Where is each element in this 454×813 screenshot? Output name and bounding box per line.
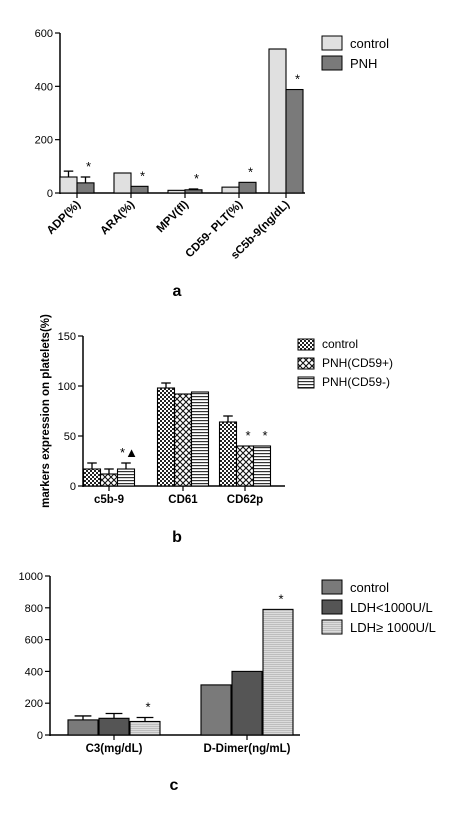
legend-swatch-pnh-cd59	[297, 376, 315, 389]
panel-label-b: b	[172, 529, 182, 546]
significance-marker: *	[262, 428, 267, 443]
y-tick-label: 1000	[19, 571, 43, 583]
bar-control-d-dimer-ng-ml	[200, 684, 232, 736]
legend-label-control: control	[322, 337, 358, 351]
y-tick-label: 400	[35, 81, 53, 93]
x-tick-label-cd62p: CD62p	[227, 494, 263, 506]
legend-swatch-ldh-1000u-l	[321, 599, 343, 615]
y-tick-label: 600	[35, 28, 53, 40]
y-tick-label: 100	[58, 381, 76, 393]
significance-marker: *	[248, 164, 253, 179]
legend-label-pnh: PNH	[350, 56, 377, 71]
bar-control-adp	[59, 176, 78, 194]
bar-ldh-1000u-l-d-dimer-ng-ml	[231, 670, 263, 736]
y-tick-label: 150	[58, 331, 76, 343]
legend-label-ldh-1000u-l: LDH≥ 1000U/L	[350, 620, 436, 635]
bar-pnh-sc5b-9-ng-dl	[285, 88, 304, 194]
y-tick-label: 0	[47, 188, 53, 200]
panel-label-c: c	[170, 777, 179, 794]
bar-pnh-adp	[76, 182, 95, 194]
y-tick-label: 0	[70, 481, 76, 493]
legend-label-control: control	[350, 36, 389, 51]
x-tick-label-cd61: CD61	[168, 494, 198, 506]
significance-marker: *▲	[120, 445, 138, 460]
bar-pnh-cd59-cd61	[190, 391, 210, 487]
bar-pnh-cd59-c5b-9	[99, 473, 119, 487]
y-tick-label: 200	[35, 135, 53, 147]
bar-control-sc5b-9-ng-dl	[268, 48, 287, 194]
bar-control-mpv-fl	[167, 189, 186, 194]
legend-label-control: control	[350, 580, 389, 595]
bar-ldh-1000u-l-c3-mg-dl	[98, 717, 130, 736]
x-tick-label-c3-mg-dl: C3(mg/dL)	[86, 743, 143, 755]
chart-c: 0 200 400 600 800 1000 C3(mg/dL) D-Dimer(ng/mL)…	[19, 571, 436, 794]
x-tick-label-mpv-fl: MPV(fl)	[155, 199, 192, 236]
significance-marker: *	[86, 159, 91, 174]
chart-b: 0 50 100 150 markers expression on platelets…	[40, 314, 393, 546]
significance-marker: *	[295, 72, 300, 87]
bar-control-cd62p	[218, 421, 238, 487]
y-tick-label: 200	[25, 698, 43, 710]
significance-marker: *	[194, 171, 199, 186]
legend-label-pnh-cd59: PNH(CD59-)	[322, 375, 390, 389]
y-axis-title: markers expression on platelets(%)	[40, 314, 52, 508]
x-tick-label-adp: ADP(%)	[45, 199, 83, 237]
y-tick-label: 0	[37, 730, 43, 742]
bar-pnh-cd59-cd62p	[235, 445, 255, 487]
bar-ldh-1000u-l-c3-mg-dl	[129, 720, 161, 736]
y-tick-label: 50	[64, 431, 76, 443]
bar-pnh-ara	[130, 185, 149, 194]
bar-control-cd61	[156, 387, 176, 487]
legend-label-ldh-1000u-l: LDH<1000U/L	[350, 600, 433, 615]
bar-control-ara	[113, 172, 132, 194]
legend-label-pnh-cd59: PNH(CD59+)	[322, 356, 393, 370]
legend-swatch-ldh-1000u-l	[321, 619, 343, 635]
legend-swatch-control	[321, 579, 343, 595]
legend-swatch-pnh	[321, 55, 343, 71]
legend-swatch-pnh-cd59	[297, 357, 315, 370]
bar-ldh-1000u-l-d-dimer-ng-ml	[262, 608, 294, 736]
bar-control-cd59-plt	[221, 186, 240, 194]
significance-marker: *	[278, 591, 283, 606]
bar-pnh-mpv-fl	[184, 189, 203, 194]
legend-swatch-control	[321, 35, 343, 51]
y-tick-label: 800	[25, 603, 43, 615]
x-tick-label-c5b-9: c5b-9	[94, 494, 124, 506]
bar-pnh-cd59-plt	[238, 181, 257, 194]
y-tick-label: 600	[25, 635, 43, 647]
significance-marker: *	[245, 428, 250, 443]
y-tick-label: 400	[25, 666, 43, 678]
bar-control-c3-mg-dl	[67, 719, 99, 736]
bar-pnh-cd59-cd62p	[252, 445, 272, 487]
panel-label-a: a	[173, 283, 182, 300]
bar-pnh-cd59-cd61	[173, 393, 193, 487]
x-tick-label-d-dimer-ng-ml: D-Dimer(ng/mL)	[204, 743, 291, 755]
significance-marker: *	[145, 700, 150, 715]
significance-marker: *	[140, 168, 145, 183]
x-tick-label-ara: ARA(%)	[98, 199, 137, 238]
legend-swatch-control	[297, 338, 315, 351]
bar-control-c5b-9	[82, 468, 102, 487]
bar-pnh-cd59-c5b-9	[116, 468, 136, 487]
